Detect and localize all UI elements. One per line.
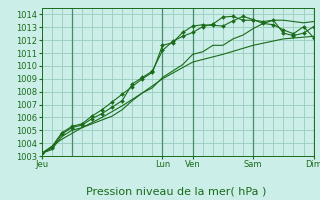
Text: Pression niveau de la mer( hPa ): Pression niveau de la mer( hPa ) bbox=[86, 186, 266, 196]
